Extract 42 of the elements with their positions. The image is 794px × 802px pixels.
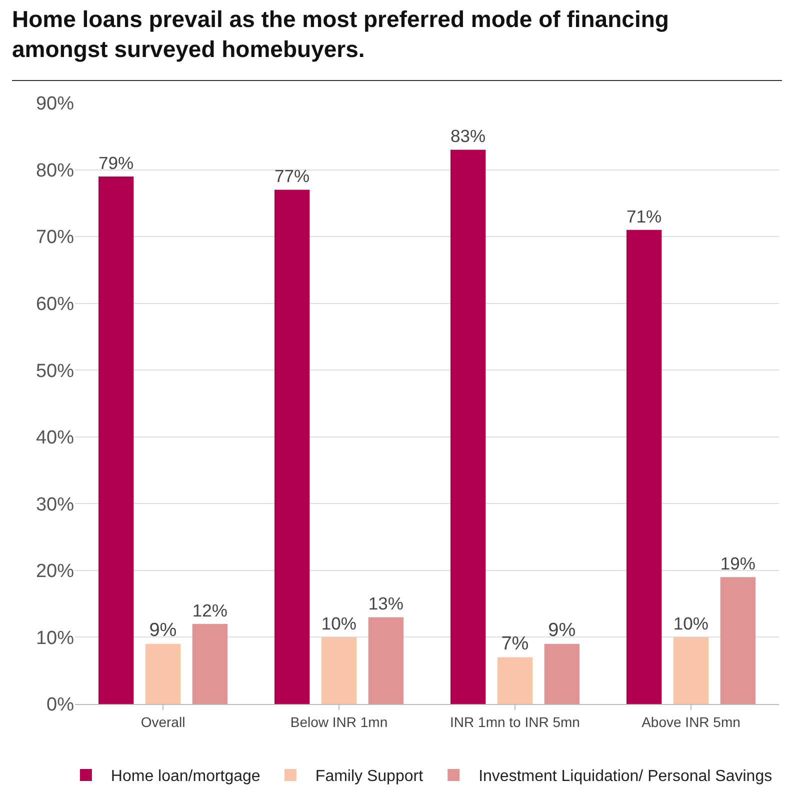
bar	[497, 657, 533, 704]
bar	[145, 644, 181, 704]
y-tick-label: 90%	[36, 94, 74, 115]
data-label: 77%	[274, 166, 310, 186]
bar	[321, 637, 357, 704]
data-label: 12%	[192, 600, 228, 620]
legend-label: Investment Liquidation/ Personal Savings	[478, 768, 772, 786]
bar	[626, 230, 662, 704]
y-tick-label: 20%	[36, 561, 74, 582]
bar	[98, 176, 134, 704]
y-tick-label: 50%	[36, 360, 74, 382]
bar	[450, 150, 486, 704]
bar	[274, 190, 310, 704]
y-tick-label: 60%	[36, 294, 74, 315]
bar	[720, 577, 756, 704]
y-tick-label: 70%	[36, 227, 74, 248]
legend-label: Family Support	[315, 768, 424, 786]
data-label: 9%	[548, 620, 576, 641]
y-tick-label: 0%	[46, 694, 74, 716]
data-label: 10%	[321, 614, 356, 634]
bar	[673, 637, 709, 704]
data-label: 10%	[673, 614, 708, 634]
data-label: 9%	[149, 620, 177, 641]
bar	[368, 617, 404, 704]
data-label: 79%	[98, 152, 134, 173]
bar	[544, 644, 580, 704]
y-tick-label: 30%	[36, 494, 74, 516]
legend-label: Home loan/mortgage	[110, 768, 260, 786]
x-tick-label: INR 1mn to INR 5mn	[450, 714, 580, 730]
chart-title: Home loans prevail as the most preferred mode of financing amongst surveyed homebuyers.	[12, 5, 670, 64]
x-tick-label: Above INR 5mn	[642, 714, 740, 730]
data-label: 13%	[368, 594, 404, 614]
x-tick-label: Overall	[140, 714, 186, 730]
y-tick-label: 10%	[36, 628, 74, 649]
y-tick-label: 80%	[36, 160, 74, 182]
data-label: 83%	[450, 126, 486, 146]
bar	[192, 624, 228, 704]
y-tick-label: 40%	[36, 428, 74, 449]
data-label: 19%	[720, 554, 756, 574]
data-label: 71%	[626, 206, 662, 226]
data-label: 7%	[501, 633, 529, 654]
x-tick-label: Below INR 1mn	[290, 714, 388, 730]
